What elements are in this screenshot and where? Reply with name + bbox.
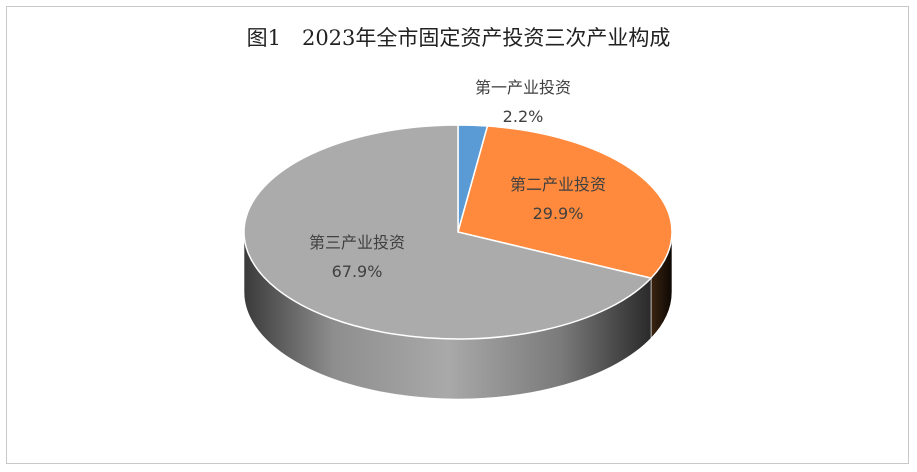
pie-value-label-2: 29.9% — [533, 204, 584, 223]
pie-category-label-3: 第三产业投资 — [309, 233, 405, 252]
pie-value-label-3: 67.9% — [332, 262, 383, 281]
chart-title: 图1 2023年全市固定资产投资三次产业构成 — [246, 26, 671, 50]
pie-category-label-2: 第二产业投资 — [510, 175, 606, 194]
pie-value-label-1: 2.2% — [503, 107, 544, 126]
pie-slice-3 — [243, 124, 653, 340]
pie-category-label-1: 第一产业投资 — [475, 78, 571, 97]
pie-slice-2 — [457, 125, 673, 279]
